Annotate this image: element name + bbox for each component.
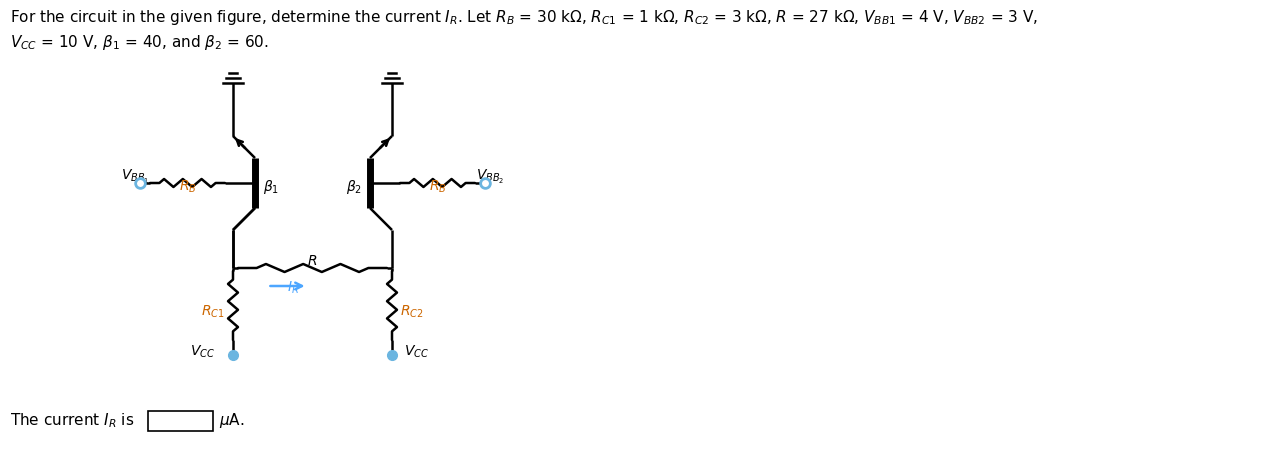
Text: $V_{BB_1}$: $V_{BB_1}$ (121, 168, 149, 186)
Text: $\beta_1$: $\beta_1$ (263, 178, 279, 196)
Text: $\mu$A.: $\mu$A. (219, 411, 245, 430)
FancyBboxPatch shape (148, 411, 213, 431)
Text: $V_{CC}$: $V_{CC}$ (190, 343, 214, 360)
Text: $\beta_2$: $\beta_2$ (346, 178, 362, 196)
Text: $V_{CC}$ = 10 V, $\beta_1$ = 40, and $\beta_2$ = 60.: $V_{CC}$ = 10 V, $\beta_1$ = 40, and $\b… (10, 33, 269, 52)
Text: $V_{BB_2}$: $V_{BB_2}$ (476, 168, 504, 186)
Text: $V_{CC}$: $V_{CC}$ (404, 343, 429, 360)
Text: $R$: $R$ (308, 254, 318, 268)
Text: The current $I_R$ is: The current $I_R$ is (10, 412, 134, 430)
Text: $R_B$: $R_B$ (179, 178, 197, 195)
Text: $R_{C2}$: $R_{C2}$ (399, 304, 424, 320)
Text: $I_R$: $I_R$ (287, 280, 299, 296)
Text: For the circuit in the given figure, determine the current $I_R$. Let $R_B$ = 30: For the circuit in the given figure, det… (10, 8, 1039, 27)
Text: $R_B$: $R_B$ (429, 178, 447, 195)
Text: $R_{C1}$: $R_{C1}$ (202, 304, 225, 320)
